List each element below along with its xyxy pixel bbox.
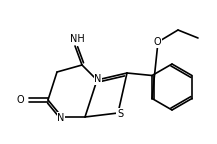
Text: O: O <box>153 37 161 47</box>
Text: NH: NH <box>70 34 84 44</box>
Text: N: N <box>57 113 65 123</box>
Text: S: S <box>117 109 123 119</box>
Text: O: O <box>16 95 24 105</box>
Text: N: N <box>94 74 102 84</box>
